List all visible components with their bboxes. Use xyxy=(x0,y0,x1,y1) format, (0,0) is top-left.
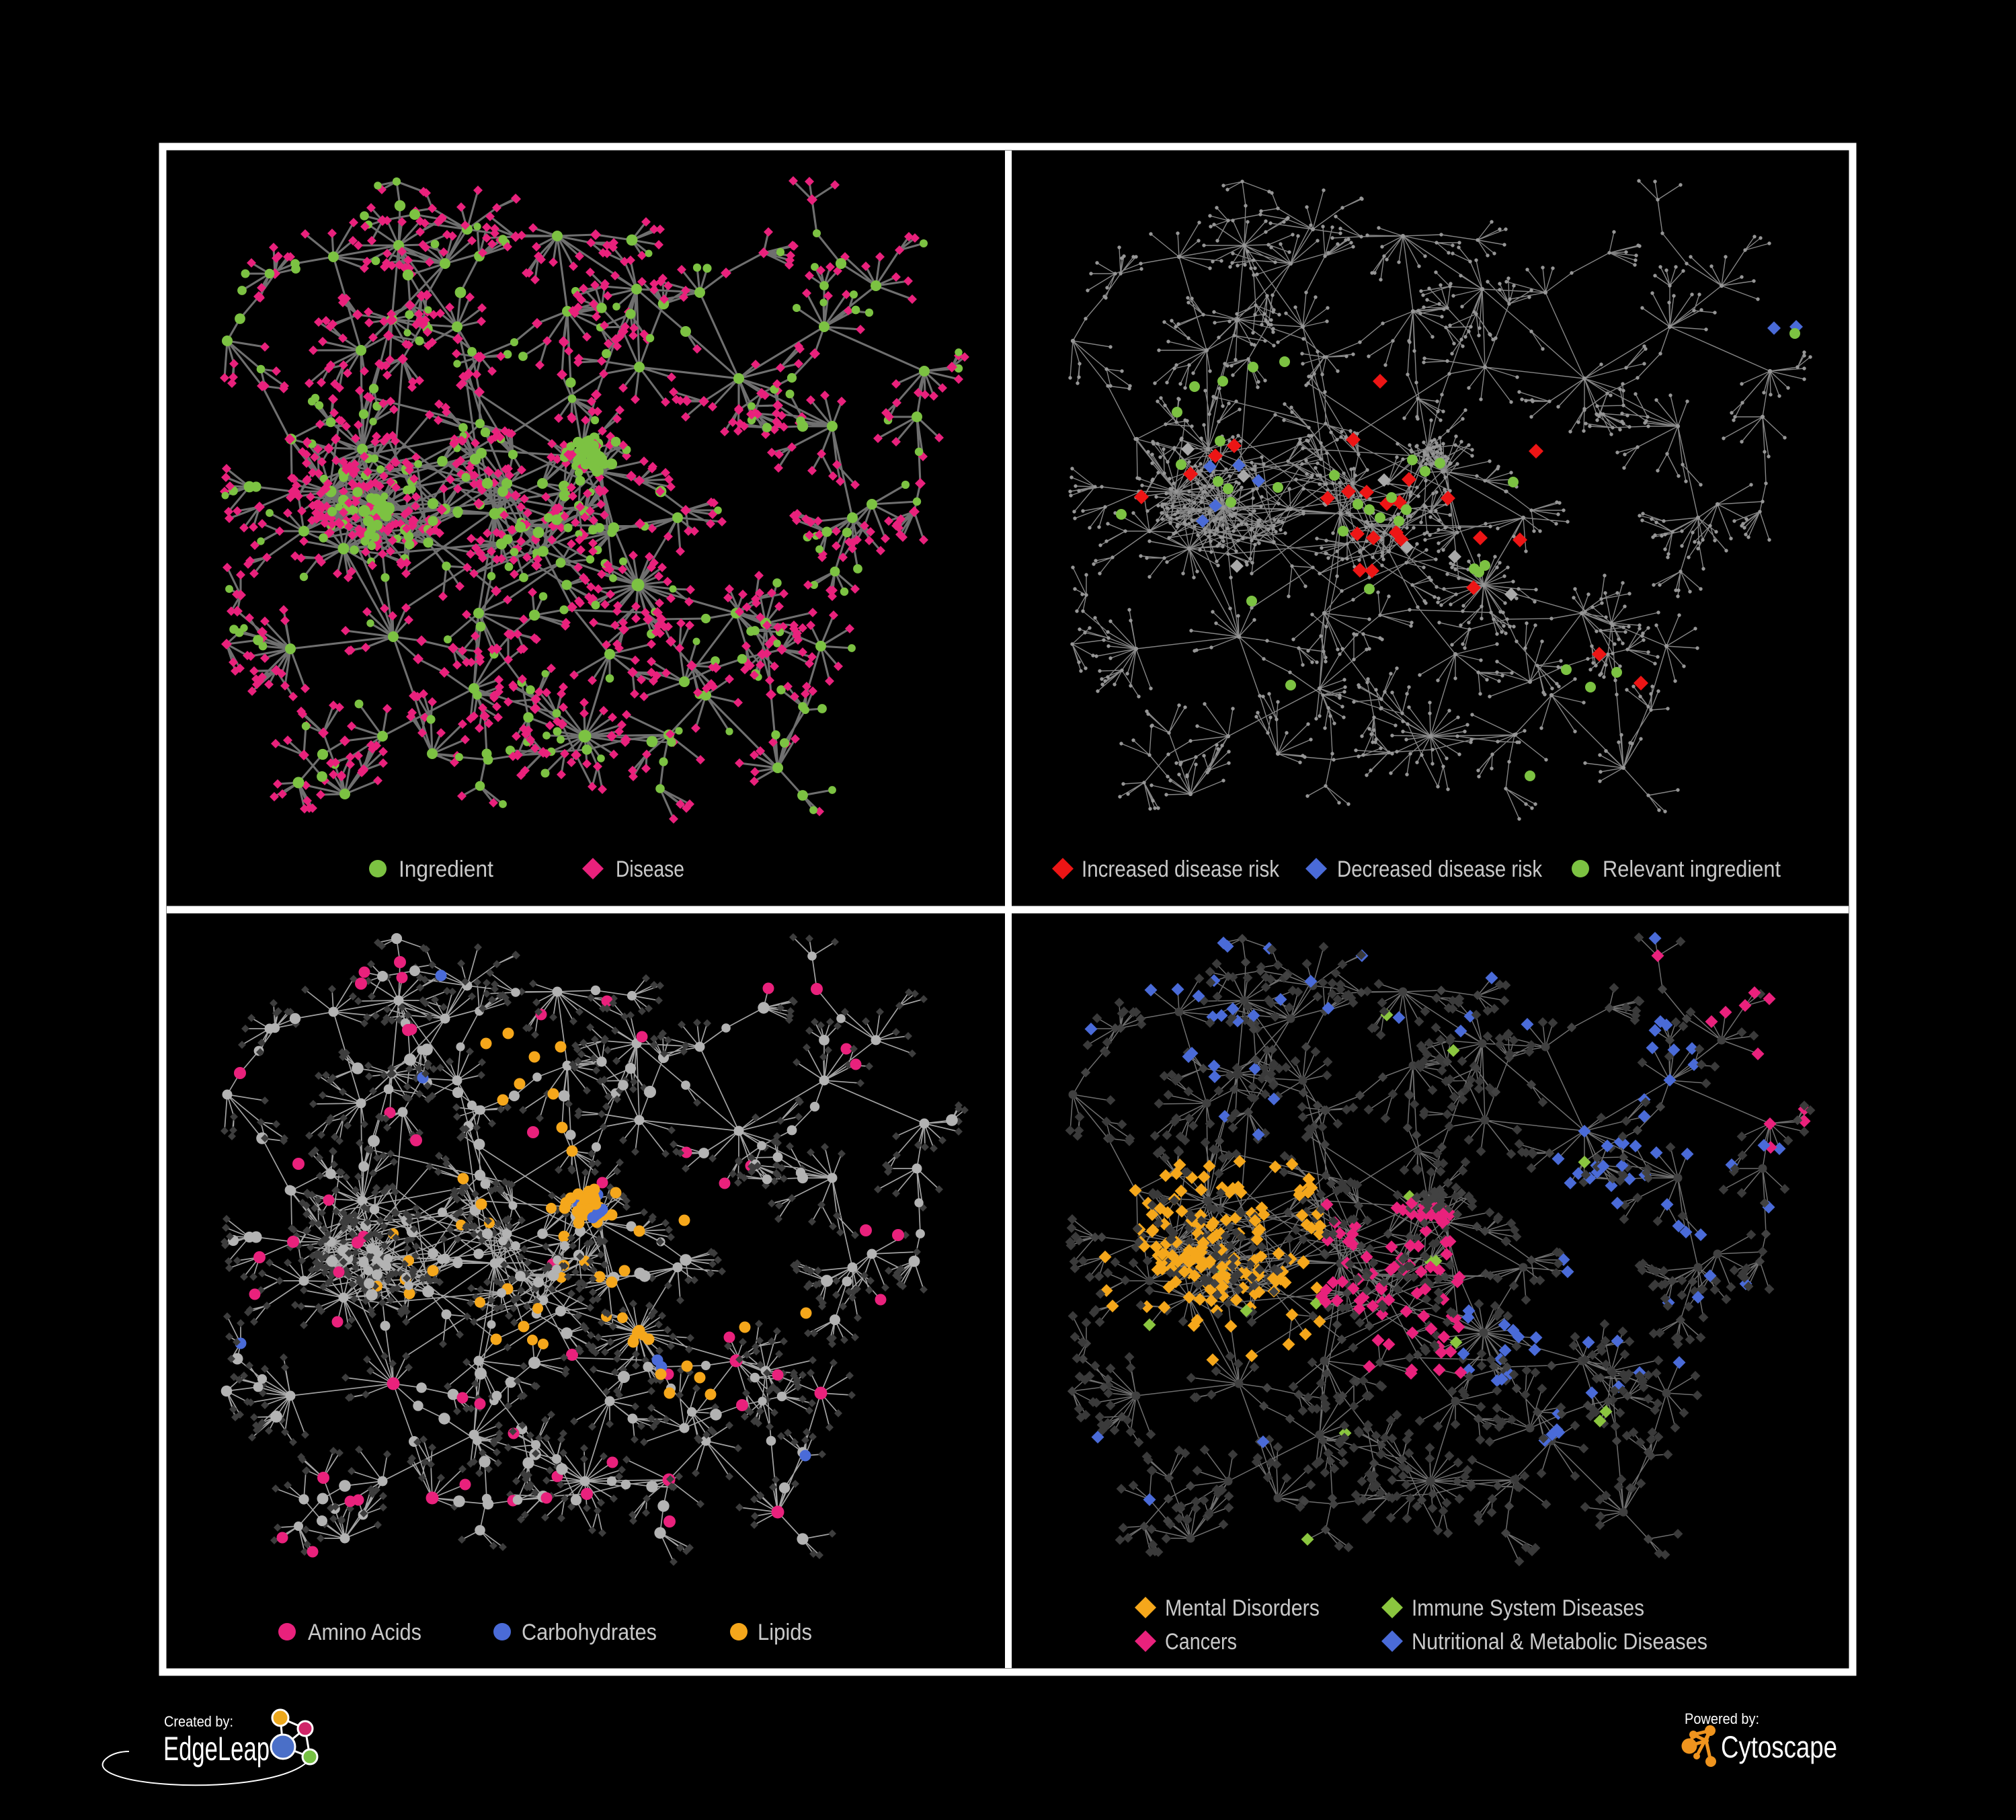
svg-text:Mental Disorders: Mental Disorders xyxy=(1165,1595,1320,1621)
svg-text:Increased disease risk: Increased disease risk xyxy=(1082,857,1280,882)
svg-text:Cytoscape: Cytoscape xyxy=(1721,1730,1837,1764)
svg-text:Amino Acids: Amino Acids xyxy=(308,1620,421,1645)
svg-text:Relevant ingredient: Relevant ingredient xyxy=(1603,857,1781,882)
svg-text:Powered by:: Powered by: xyxy=(1685,1710,1759,1727)
svg-text:Disease: Disease xyxy=(616,857,684,882)
svg-text:Nutritional & Metabolic Diseas: Nutritional & Metabolic Diseases xyxy=(1412,1629,1707,1655)
svg-text:Created by:: Created by: xyxy=(164,1713,233,1730)
svg-text:Carbohydrates: Carbohydrates xyxy=(522,1620,657,1645)
svg-text:Cancers: Cancers xyxy=(1165,1629,1237,1655)
svg-text:EdgeLeap: EdgeLeap xyxy=(163,1730,270,1768)
svg-text:Lipids: Lipids xyxy=(758,1620,812,1645)
svg-text:Ingredient: Ingredient xyxy=(399,857,494,882)
svg-text:Decreased disease risk: Decreased disease risk xyxy=(1337,857,1543,882)
svg-text:Immune System Diseases: Immune System Diseases xyxy=(1412,1595,1644,1621)
